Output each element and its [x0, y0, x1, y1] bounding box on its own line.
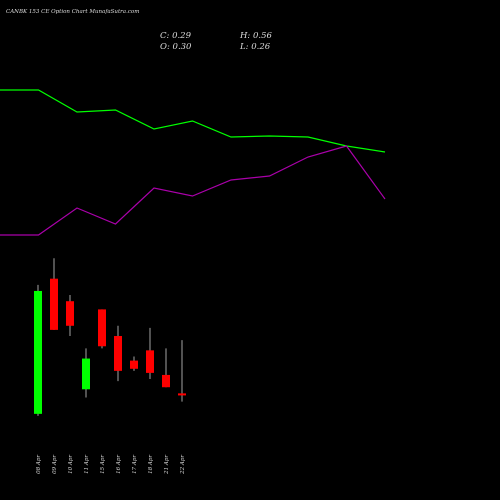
x-tick-label: 16 Apr: [116, 455, 122, 474]
candle-body: [130, 360, 138, 369]
x-tick-label: 10 Apr: [68, 455, 74, 474]
candle-body: [146, 350, 154, 373]
ohlc-label: H: 0.56: [239, 31, 272, 41]
ohlc-label: L: 0.26: [239, 42, 271, 52]
x-tick-label: 15 Apr: [100, 455, 106, 474]
x-tick-label: 08 Apr: [36, 455, 42, 474]
line-series: [0, 89, 386, 153]
candle-body: [114, 336, 122, 371]
x-tick-label: 18 Apr: [148, 455, 154, 474]
candle-body: [34, 290, 42, 414]
x-tick-label: 09 Apr: [52, 455, 58, 474]
chart-title: CANBK 153 CE Option Chart MunafaSutra.co…: [6, 9, 139, 15]
candle-body: [98, 309, 106, 347]
line-series: [0, 145, 386, 236]
candle-body: [50, 278, 58, 330]
ohlc-label: O: 0.30: [160, 42, 192, 52]
candle-body: [82, 358, 90, 390]
x-tick-label: 11 Apr: [84, 455, 90, 474]
x-tick-label: 17 Apr: [132, 455, 138, 474]
ohlc-label: C: 0.29: [160, 31, 192, 41]
x-tick-label: 22 Apr: [180, 455, 186, 475]
x-tick-label: 21 Apr: [164, 455, 170, 475]
candle-body: [162, 374, 170, 388]
candle-body: [66, 301, 74, 326]
candle-body: [178, 393, 186, 396]
